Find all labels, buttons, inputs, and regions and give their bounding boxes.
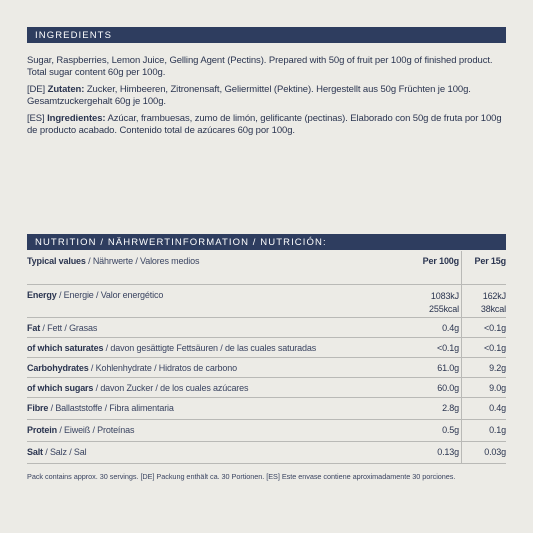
ingredients-es-line1: Azúcar, frambuesas, zumo de limón, gelif… — [107, 113, 502, 124]
nutrient-label: Fat / Fett / Grasas — [27, 317, 367, 338]
nutrient-label: Fibre / Ballaststoffe / Fibra alimentari… — [27, 397, 367, 420]
value-per15g: 9.0g — [461, 377, 506, 398]
nutrient-bold: Protein — [27, 424, 57, 435]
col-per100g-label: Per 100g — [422, 256, 459, 266]
energy-per15g-kj: 162kJ — [482, 290, 506, 301]
col-per15g-label: Per 15g — [474, 256, 507, 266]
col-per15g: Per 15g — [461, 251, 507, 285]
value-per100g: 0.4g — [367, 317, 462, 338]
table-row: Energy / Energie / Valor energético 1083… — [27, 284, 506, 318]
ingredients-en-line2: Total sugar content 60g per 100g. — [27, 67, 166, 78]
nutrient-rest: / Ballaststoffe / Fibra alimentaria — [48, 402, 174, 413]
ingredients-de: [DE] Zutaten: Zucker, Himbeeren, Zitrone… — [27, 84, 506, 108]
value-per100g: 60.0g — [367, 377, 462, 398]
energy-bold: Energy — [27, 289, 57, 300]
typical-values-bold: Typical values — [27, 256, 86, 266]
nutrient-rest: / davon gesättigte Fettsäuren / de las c… — [103, 342, 317, 353]
value-per15g: 0.03g — [461, 441, 506, 464]
ingredients-de-line2: Gesamtzuckergehalt 60g je 100g. — [27, 96, 166, 107]
table-row: Salt / Salz / Sal 0.13g 0.03g — [27, 441, 506, 464]
ingredients-en: Sugar, Raspberries, Lemon Juice, Gelling… — [27, 55, 506, 79]
lang-tag-es: [ES] — [27, 113, 45, 124]
ingredients-en-line1: Sugar, Raspberries, Lemon Juice, Gelling… — [27, 55, 493, 66]
nutrient-label: of which saturates / davon gesättigte Fe… — [27, 337, 367, 358]
typical-values-label: Typical values / Nährwerte / Valores med… — [27, 251, 367, 285]
value-per15g: <0.1g — [461, 317, 506, 338]
nutrient-rest: / Salz / Sal — [42, 446, 87, 457]
value-per100g: 2.8g — [367, 397, 462, 420]
energy-per15g-kcal: 38kcal — [480, 303, 506, 314]
table-row: of which sugars / davon Zucker / de los … — [27, 377, 506, 398]
nutrient-rest: / Kohlenhydrate / Hidratos de carbono — [88, 362, 237, 373]
table-row: Fat / Fett / Grasas 0.4g <0.1g — [27, 317, 506, 338]
nutrient-bold: Fat — [27, 322, 41, 333]
ingredients-de-line1: Zucker, Himbeeren, Zitronensaft, Gelierm… — [86, 84, 471, 95]
energy-label: Energy / Energie / Valor energético — [27, 284, 367, 318]
ingredients-header: INGREDIENTS — [27, 27, 506, 43]
nutrient-rest: / davon Zucker / de los cuales azúcares — [93, 382, 249, 393]
table-row: Protein / Eiweiß / Proteínas 0.5g 0.1g — [27, 419, 506, 442]
energy-per100g-kj: 1083kJ — [430, 290, 459, 301]
nutrient-label: Protein / Eiweiß / Proteínas — [27, 419, 367, 442]
table-header-row: Typical values / Nährwerte / Valores med… — [27, 251, 507, 285]
nutrient-bold: Fibre — [27, 402, 49, 413]
ingredients-es: [ES] Ingredientes: Azúcar, frambuesas, z… — [27, 113, 506, 137]
value-per100g: 61.0g — [367, 357, 462, 378]
energy-per100g-kcal: 255kcal — [429, 303, 459, 314]
nutrient-label: Carbohydrates / Kohlenhydrate / Hidratos… — [27, 357, 367, 378]
typical-values-rest: / Nährwerte / Valores medios — [85, 256, 200, 266]
value-per15g: 9.2g — [461, 357, 506, 378]
nutrient-bold: of which sugars — [27, 382, 94, 393]
nutrient-rest: / Fett / Grasas — [40, 322, 98, 333]
table-row: of which saturates / davon gesättigte Fe… — [27, 337, 506, 358]
ingredients-es-label: Ingredientes: — [47, 113, 106, 124]
nutrition-table: Typical values / Nährwerte / Valores med… — [27, 251, 506, 464]
nutrient-rest: / Eiweiß / Proteínas — [56, 424, 135, 435]
ingredients-header-label: INGREDIENTS — [35, 29, 113, 41]
value-per100g: 0.5g — [367, 419, 462, 442]
ingredients-de-label: Zutaten: — [47, 84, 85, 95]
nutrition-header-label: NUTRITION / NÄHRWERTINFORMATION / NUTRIC… — [35, 236, 327, 248]
nutrition-header: NUTRITION / NÄHRWERTINFORMATION / NUTRIC… — [27, 234, 506, 250]
energy-per100g: 1083kJ 255kcal — [367, 284, 462, 318]
value-per100g: 0.13g — [367, 441, 462, 464]
ingredients-es-line2: de producto acabado. Contenido total de … — [27, 125, 295, 136]
table-row: Carbohydrates / Kohlenhydrate / Hidratos… — [27, 357, 506, 378]
nutrient-label: of which sugars / davon Zucker / de los … — [27, 377, 367, 398]
table-row: Fibre / Ballaststoffe / Fibra alimentari… — [27, 397, 506, 420]
lang-tag-de: [DE] — [27, 84, 46, 95]
value-per15g: 0.1g — [461, 419, 506, 442]
servings-footnote: Pack contains approx. 30 servings. [DE] … — [27, 472, 456, 481]
nutrient-bold: Carbohydrates — [27, 362, 89, 373]
ingredients-text: Sugar, Raspberries, Lemon Juice, Gelling… — [27, 55, 506, 142]
value-per100g: <0.1g — [367, 337, 462, 358]
col-per100g: Per 100g — [367, 251, 462, 285]
value-per15g: 0.4g — [461, 397, 506, 420]
energy-per15g: 162kJ 38kcal — [461, 284, 506, 318]
energy-rest: / Energie / Valor energético — [56, 289, 164, 300]
nutrient-label: Salt / Salz / Sal — [27, 441, 367, 464]
nutrient-bold: Salt — [27, 446, 43, 457]
nutrient-bold: of which saturates — [27, 342, 104, 353]
value-per15g: <0.1g — [461, 337, 506, 358]
